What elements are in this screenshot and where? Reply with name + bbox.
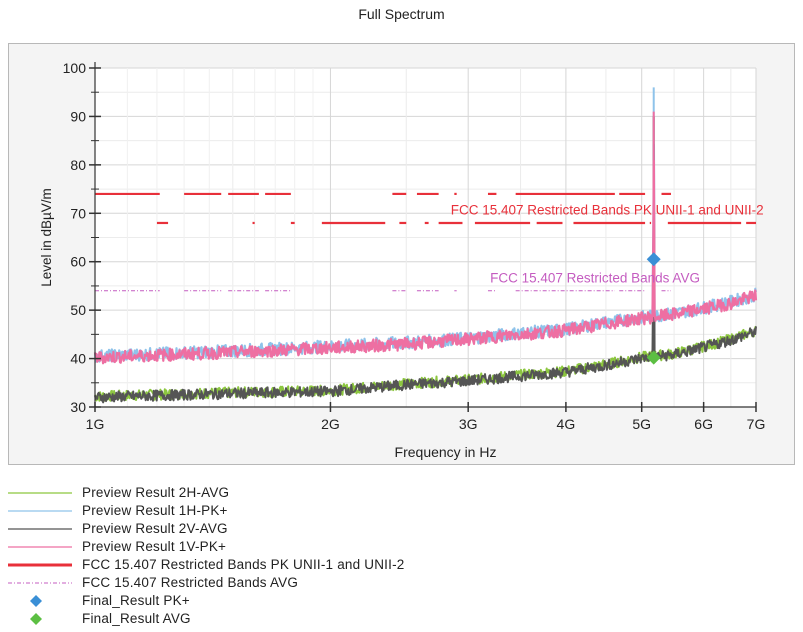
x-tick-label: 5G [632, 416, 651, 432]
limit-fcc-15-407-restricted-bands-avg: FCC 15.407 Restricted Bands AVG [95, 271, 700, 292]
x-tick-label: 6G [694, 416, 713, 432]
legend-swatch [8, 563, 72, 567]
legend-swatch [8, 492, 72, 494]
legend-label: Final_Result PK+ [82, 593, 190, 608]
chart-title: Full Spectrum [358, 6, 445, 22]
marker-final-result-pk- [646, 252, 661, 267]
legend-swatch [8, 546, 72, 548]
legend-item: FCC 15.407 Restricted Bands AVG [8, 574, 568, 592]
y-tick-label: 80 [70, 157, 86, 173]
y-tick-label: 30 [70, 399, 86, 415]
legend-label: FCC 15.407 Restricted Bands PK UNII-1 an… [82, 557, 405, 572]
legend-label: Preview Result 2V-AVG [82, 521, 228, 536]
limit-label: FCC 15.407 Restricted Bands AVG [490, 271, 700, 286]
legend-swatch [8, 582, 72, 584]
trace-preview-result-2v-avg [94, 173, 757, 404]
y-tick-label: 60 [70, 254, 86, 270]
legend-label: Preview Result 2H-AVG [82, 485, 230, 500]
y-tick-label: 90 [70, 108, 86, 124]
legend-item: FCC 15.407 Restricted Bands PK UNII-1 an… [8, 556, 568, 574]
legend-item: Final_Result PK+ [8, 592, 568, 610]
marker-final-result-avg [646, 350, 661, 365]
legend-item: Preview Result 1V-PK+ [8, 538, 568, 556]
y-tick-label: 70 [70, 205, 86, 221]
legend-swatch [30, 595, 42, 607]
x-axis-label: Frequency in Hz [395, 444, 497, 460]
legend-label: Preview Result 1H-PK+ [82, 503, 228, 518]
x-tick-label: 1G [86, 416, 105, 432]
y-tick-label: 40 [70, 351, 86, 367]
limit-label: FCC 15.407 Restricted Bands PK UNII-1 an… [451, 203, 764, 218]
legend-label: Preview Result 1V-PK+ [82, 539, 227, 554]
y-axis-label: Level in dBµV/m [39, 188, 54, 287]
limit-fcc-15-407-restricted-bands-pk-unii-1-and-unii-2: FCC 15.407 Restricted Bands PK UNII-1 an… [95, 192, 764, 225]
legend-item: Preview Result 2V-AVG [8, 520, 568, 538]
chart-frame: FCC 15.407 Restricted Bands PK UNII-1 an… [8, 43, 795, 465]
y-tick-label: 100 [63, 60, 87, 76]
legend-label: Final_Result AVG [82, 611, 191, 626]
y-tick-label: 50 [70, 302, 86, 318]
trace-preview-result-1v-pk- [93, 159, 758, 365]
spectrum-chart: FCC 15.407 Restricted Bands PK UNII-1 an… [39, 60, 766, 460]
legend-item: Preview Result 1H-PK+ [8, 502, 568, 520]
x-tick-label: 7G [747, 416, 766, 432]
legend-swatch [30, 613, 42, 625]
legend-swatch [8, 510, 72, 512]
x-tick-label: 2G [321, 416, 340, 432]
legend-label: FCC 15.407 Restricted Bands AVG [82, 575, 299, 590]
legend: Preview Result 2H-AVG Preview Result 1H-P… [8, 484, 568, 628]
legend-item: Final_Result AVG [8, 610, 568, 628]
x-tick-label: 3G [459, 416, 478, 432]
x-tick-label: 4G [557, 416, 576, 432]
legend-swatch [8, 528, 72, 530]
legend-item: Preview Result 2H-AVG [8, 484, 568, 502]
